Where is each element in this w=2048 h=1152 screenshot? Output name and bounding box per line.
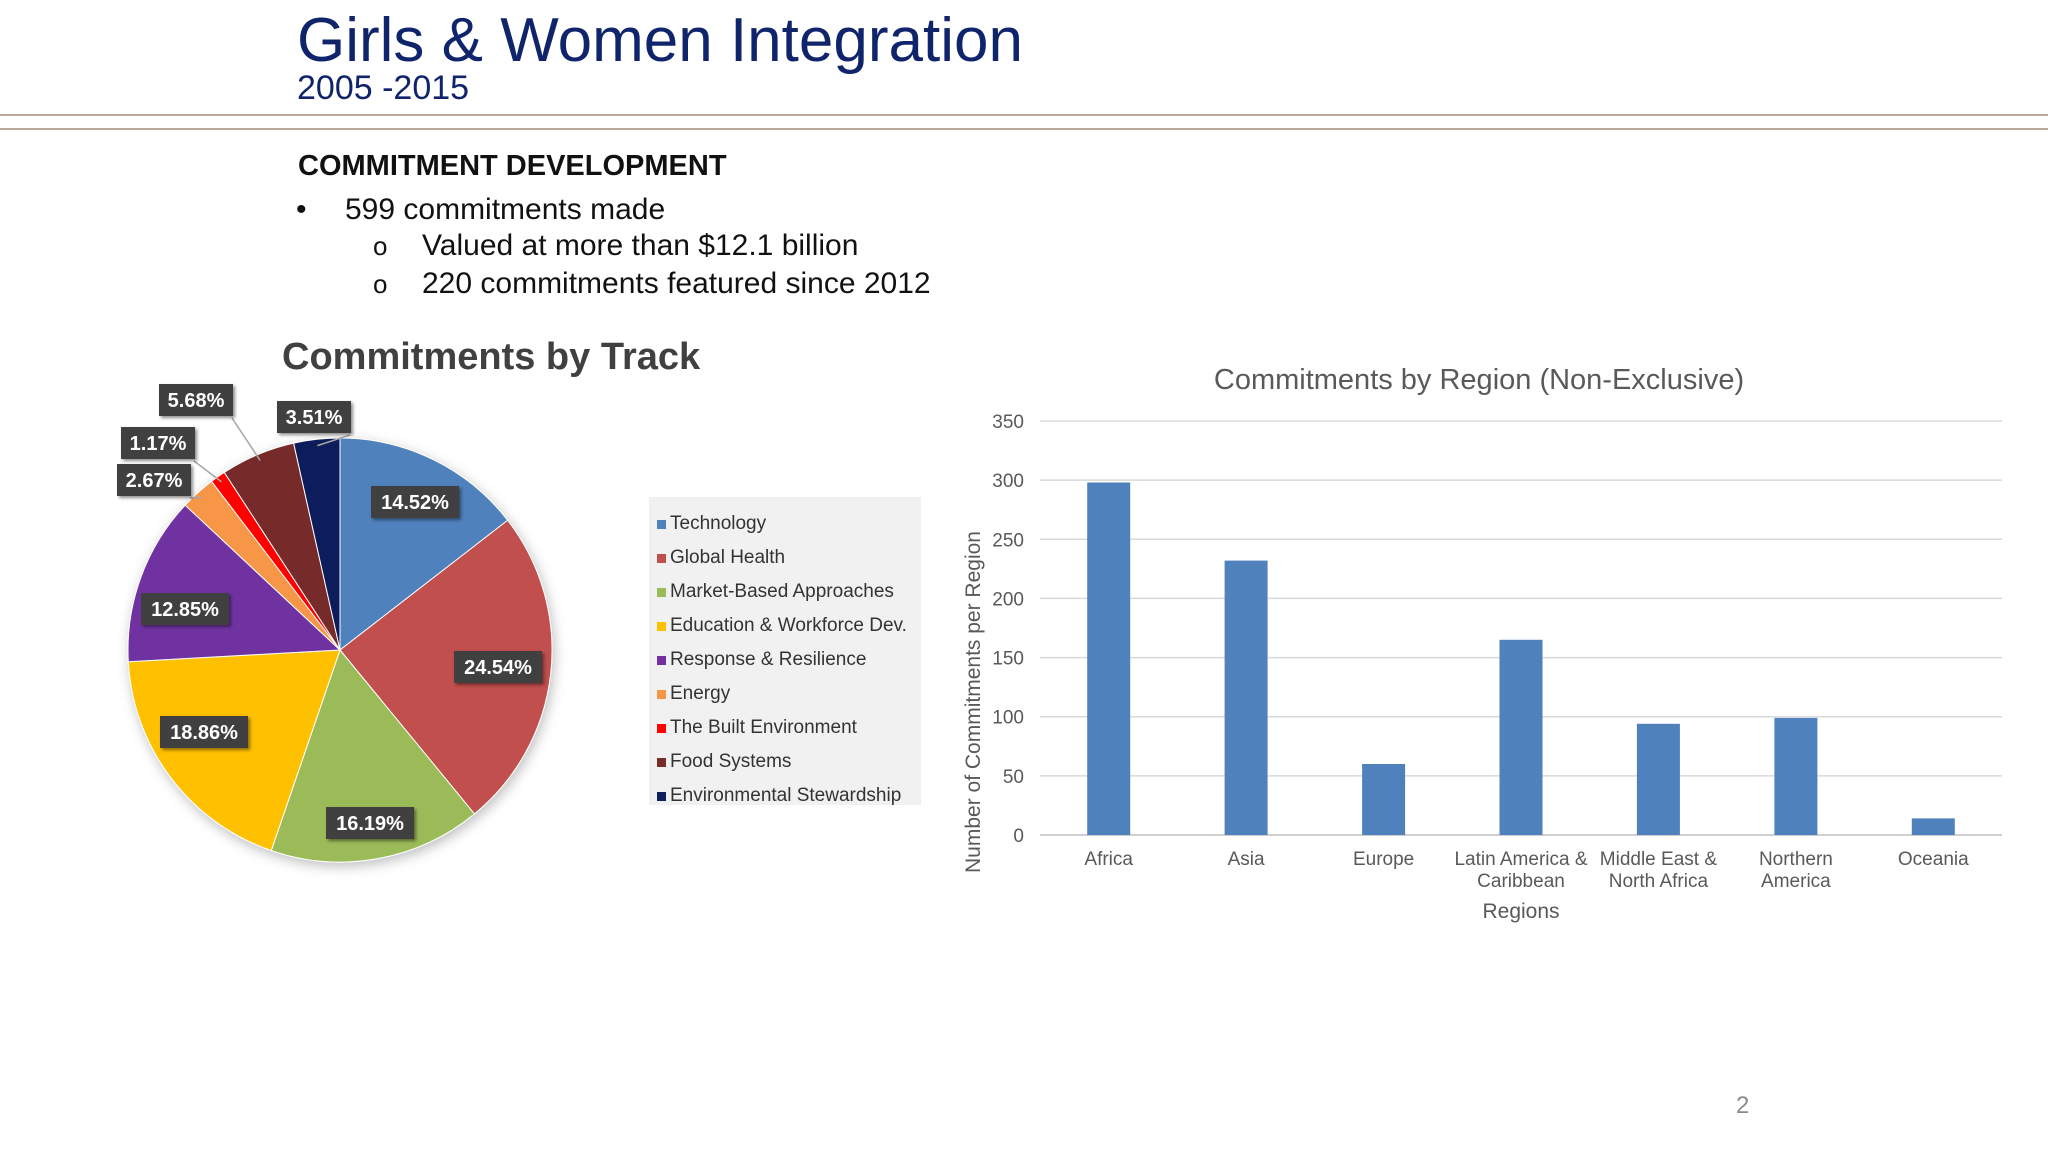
slide-title: Girls & Women Integration (297, 6, 1023, 75)
x-tick-label-asia: Asia (1228, 849, 1265, 870)
data-label-box (141, 593, 229, 625)
data-label-education-and-workforce-dev: 18.86% (170, 722, 238, 744)
data-label-technology: 14.52% (381, 492, 449, 514)
legend-item-food-systems: Food Systems (657, 751, 791, 773)
header-divider-bottom (0, 128, 2048, 130)
legend-label: Global Health (670, 547, 786, 568)
leader-line (231, 417, 261, 461)
legend-label: Energy (670, 683, 731, 704)
bar-africa (1087, 482, 1131, 835)
x-tick-label-latin-america-and-caribbean: Caribbean (1477, 871, 1565, 892)
legend-item-education-and-workforce-dev: Education & Workforce Dev. (657, 615, 907, 637)
y-tick-label: 300 (992, 471, 1024, 492)
leader-line (189, 496, 203, 499)
data-label-the-built-environment: 1.17% (130, 433, 187, 455)
bullet-marker: • (296, 193, 307, 226)
legend-item-the-built-environment: The Built Environment (657, 717, 857, 739)
data-label-food-systems: 5.68% (168, 390, 225, 412)
sub-bullet-marker: o (373, 269, 388, 299)
bullet-text: Valued at more than $12.1 billion (422, 229, 859, 262)
legend-item-energy: Energy (657, 683, 730, 705)
y-tick-label: 250 (992, 530, 1024, 551)
page-number: 2 (1736, 1092, 1750, 1119)
bullet-item-commitments: • 599 commitments made (296, 193, 665, 227)
legend-item-response-and-resilience: Response & Resilience (657, 649, 866, 671)
bar-latin-america-and-caribbean (1499, 639, 1543, 835)
x-tick-label-northern-america: Northern (1759, 849, 1833, 870)
x-tick-label-northern-america: America (1761, 871, 1831, 892)
data-label-box (121, 427, 195, 459)
legend-swatch (657, 723, 666, 733)
y-tick-label: 350 (992, 412, 1024, 433)
bullet-item-featured: o 220 commitments featured since 2012 (373, 267, 931, 301)
bar-northern-america (1774, 717, 1818, 835)
legend-label: Technology (670, 513, 767, 534)
legend-item-market-based-approaches: Market-Based Approaches (657, 581, 894, 603)
data-label-box (117, 464, 191, 496)
y-tick-label: 50 (1003, 767, 1024, 788)
legend-label: Response & Resilience (670, 649, 867, 670)
legend-swatch (657, 689, 666, 699)
data-label-box (159, 384, 233, 416)
legend-label: Food Systems (670, 751, 792, 772)
legend-item-global-health: Global Health (657, 547, 785, 569)
x-tick-label-middle-east-and-north-africa: Middle East & (1600, 849, 1718, 870)
bar-middle-east-and-north-africa (1636, 723, 1680, 835)
legend-label: The Built Environment (670, 717, 857, 738)
legend-swatch (657, 655, 666, 665)
leader-line (193, 460, 222, 483)
legend-swatch (657, 553, 666, 563)
data-label-box (326, 807, 414, 839)
y-tick-label: 150 (992, 649, 1024, 670)
sub-bullet-marker: o (373, 231, 388, 261)
x-axis-label: Regions (1482, 900, 1559, 923)
leader-line (317, 434, 351, 447)
pie-legend: Technology Global Health Market-Based Appr… (649, 497, 921, 807)
data-label-box (371, 486, 459, 518)
bar-europe (1362, 764, 1406, 835)
y-tick-label: 0 (1013, 826, 1024, 847)
x-tick-label-africa: Africa (1084, 849, 1133, 870)
slide-subtitle: 2005 -2015 (297, 69, 470, 107)
pie-chart-title: Commitments by Track (282, 336, 701, 378)
y-tick-label: 100 (992, 708, 1024, 729)
legend-swatch (657, 587, 666, 597)
data-label-box (160, 716, 248, 748)
legend-swatch (657, 519, 666, 529)
bullet-item-value: o Valued at more than $12.1 billion (373, 229, 858, 263)
x-tick-label-oceania: Oceania (1898, 849, 1969, 870)
section-heading: COMMITMENT DEVELOPMENT (298, 150, 727, 182)
data-label-response-and-resilience: 12.85% (151, 599, 219, 621)
data-label-box (277, 401, 351, 433)
legend-swatch (657, 757, 666, 767)
legend-item-environmental-stewardship: Environmental Stewardship (657, 785, 901, 807)
legend-swatch (657, 791, 666, 801)
x-tick-label-latin-america-and-caribbean: Latin America & (1454, 849, 1587, 870)
x-tick-label-europe: Europe (1353, 849, 1414, 870)
data-label-market-based-approaches: 16.19% (336, 813, 404, 835)
header-divider-top (0, 114, 2048, 116)
y-axis-label: Number of Commitments per Region (962, 531, 985, 873)
pie-slice-global-health (339, 519, 553, 815)
legend-label: Market-Based Approaches (670, 581, 894, 602)
bullet-text: 599 commitments made (345, 193, 666, 226)
legend-swatch (657, 621, 666, 631)
data-label-box (454, 651, 542, 683)
bullet-text: 220 commitments featured since 2012 (422, 267, 931, 300)
data-label-environmental-stewardship: 3.51% (286, 407, 343, 429)
legend-label: Education & Workforce Dev. (670, 615, 907, 636)
y-tick-label: 200 (992, 589, 1024, 610)
data-label-global-health: 24.54% (464, 657, 532, 679)
bar-oceania (1911, 818, 1955, 835)
bar-chart-title: Commitments by Region (Non-Exclusive) (1214, 364, 1744, 396)
legend-item-technology: Technology (657, 513, 766, 535)
bar-asia (1224, 560, 1268, 835)
legend-label: Environmental Stewardship (670, 785, 902, 806)
data-label-energy: 2.67% (126, 470, 183, 492)
pie-slice-education-and-workforce-dev (127, 649, 341, 852)
x-tick-label-middle-east-and-north-africa: North Africa (1609, 871, 1709, 892)
